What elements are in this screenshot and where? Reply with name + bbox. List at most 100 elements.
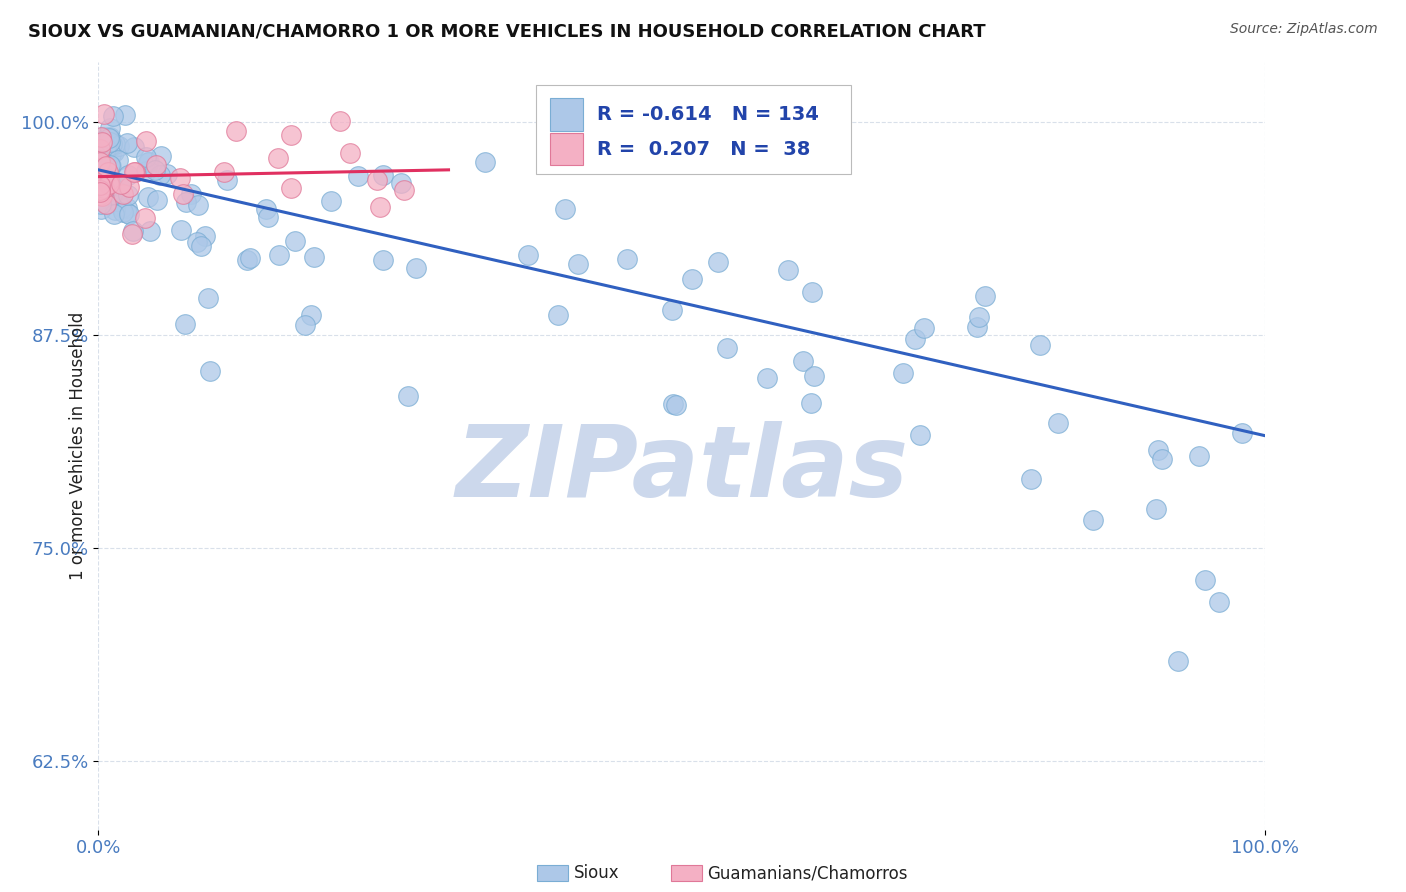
Point (98, 158, 121, 172)
Point (371, 253, 394, 268)
Point (90, 135, 112, 149)
Point (90, 202, 112, 217)
Point (681, 272, 703, 286)
Point (121, 227, 143, 241)
Point (94, 169, 117, 184)
Text: R = -0.614   N = 134: R = -0.614 N = 134 (596, 105, 818, 124)
Text: R =  0.207   N =  38: R = 0.207 N = 38 (596, 140, 810, 159)
Point (792, 354, 814, 368)
Point (117, 169, 139, 183)
Point (136, 155, 159, 169)
Point (299, 308, 322, 322)
Point (139, 224, 162, 238)
Point (966, 320, 988, 334)
Point (89, 187, 111, 202)
Point (93, 106, 115, 120)
Point (89, 183, 111, 197)
Point (1150, 451, 1173, 466)
Point (567, 257, 589, 271)
Point (91, 130, 114, 145)
Point (93, 154, 115, 169)
Point (1083, 513, 1105, 527)
Point (973, 289, 995, 303)
Point (280, 181, 302, 195)
Point (280, 128, 302, 142)
Point (135, 150, 157, 164)
Point (257, 210, 280, 224)
Point (267, 152, 290, 166)
Point (89, 151, 111, 165)
Point (1230, 426, 1253, 441)
Point (89, 153, 111, 168)
Point (98, 177, 121, 191)
Point (329, 114, 352, 128)
Point (150, 149, 173, 163)
Point (101, 109, 124, 123)
Point (517, 248, 540, 262)
Point (389, 176, 412, 190)
Point (90, 134, 112, 148)
Point (89, 186, 111, 200)
Point (101, 137, 124, 152)
Point (93, 180, 115, 194)
Point (186, 235, 208, 249)
Point (89, 178, 111, 192)
Point (97, 189, 120, 203)
Point (90, 173, 112, 187)
Point (217, 172, 239, 186)
Point (755, 371, 778, 385)
Point (108, 191, 131, 205)
Point (186, 198, 208, 212)
Point (214, 165, 236, 179)
Point (118, 207, 141, 221)
Point (1147, 442, 1170, 457)
Point (100, 159, 122, 173)
Point (294, 318, 316, 332)
Point (346, 169, 368, 183)
Point (197, 291, 219, 305)
Point (90, 155, 112, 169)
Point (98, 120, 121, 135)
Point (547, 308, 569, 322)
Point (98, 184, 121, 198)
Point (96, 165, 118, 179)
Point (91, 178, 114, 192)
Point (101, 187, 124, 202)
Point (122, 224, 145, 238)
Point (94, 159, 117, 173)
Point (96, 197, 118, 211)
Point (90, 192, 112, 206)
Point (371, 168, 394, 182)
Point (665, 398, 688, 412)
Point (115, 136, 138, 151)
Point (122, 165, 145, 179)
Point (1046, 416, 1069, 430)
Point (107, 153, 129, 167)
Point (112, 186, 135, 201)
Point (1208, 595, 1230, 609)
Point (138, 155, 160, 169)
Point (239, 251, 262, 265)
Point (170, 223, 193, 237)
Point (174, 195, 197, 210)
Point (392, 183, 415, 197)
Point (912, 321, 935, 335)
Point (235, 252, 257, 267)
Point (190, 239, 212, 253)
Point (396, 388, 419, 402)
Point (105, 194, 128, 208)
Text: Source: ZipAtlas.com: Source: ZipAtlas.com (1230, 22, 1378, 37)
Point (254, 202, 277, 216)
Point (124, 165, 146, 179)
Point (405, 260, 427, 275)
Point (94, 197, 117, 211)
Text: SIOUX VS GUAMANIAN/CHAMORRO 1 OR MORE VEHICLES IN HOUSEHOLD CORRELATION CHART: SIOUX VS GUAMANIAN/CHAMORRO 1 OR MORE VE… (28, 22, 986, 40)
Point (108, 139, 131, 153)
Y-axis label: 1 or more Vehicles in Household: 1 or more Vehicles in Household (69, 312, 87, 580)
Point (1144, 501, 1167, 516)
Point (89, 136, 111, 151)
Point (103, 145, 125, 159)
Point (143, 162, 166, 177)
Point (366, 173, 388, 187)
Point (283, 234, 305, 248)
